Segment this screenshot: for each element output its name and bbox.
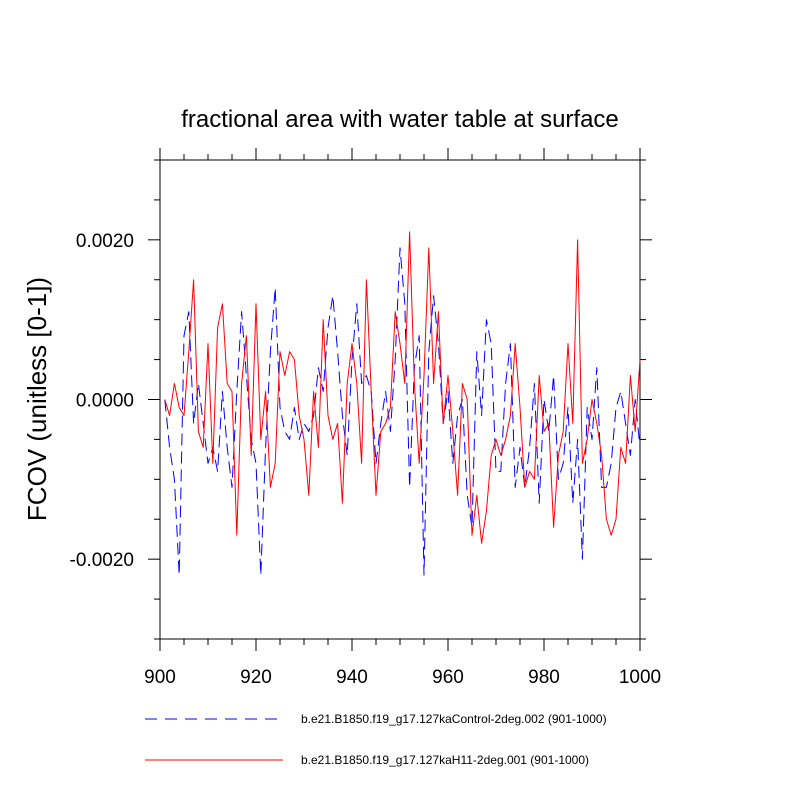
axis-ticks — [148, 148, 652, 651]
series-line-h11 — [164, 231, 641, 544]
x-tick-label: 980 — [528, 667, 560, 688]
legend-label-h11: b.e21.B1850.f19_g17.127kaH11-2deg.001 (9… — [301, 753, 589, 767]
tick-labels: 900 920 940 960 980 1000 -0.0020 0.0000 0.0020 — [70, 231, 662, 688]
legend: b.e21.B1850.f19_g17.127kaControl-2deg.00… — [145, 712, 607, 767]
plot-area — [148, 148, 652, 651]
y-tick-label: 0.0000 — [76, 391, 134, 412]
x-tick-label: 920 — [240, 667, 272, 688]
y-axis-label: FCOV (unitless [0-1]) — [22, 277, 52, 521]
y-tick-label: 0.0020 — [76, 231, 134, 252]
series-line-control — [164, 247, 641, 576]
x-tick-label: 1000 — [619, 667, 661, 688]
series-layer — [164, 231, 641, 576]
legend-label-control: b.e21.B1850.f19_g17.127kaControl-2deg.00… — [301, 712, 607, 726]
x-tick-label: 960 — [432, 667, 464, 688]
x-tick-label: 940 — [336, 667, 368, 688]
y-tick-label: -0.0020 — [70, 550, 134, 571]
chart-title: fractional area with water table at surf… — [181, 106, 619, 133]
x-tick-label: 900 — [144, 667, 176, 688]
